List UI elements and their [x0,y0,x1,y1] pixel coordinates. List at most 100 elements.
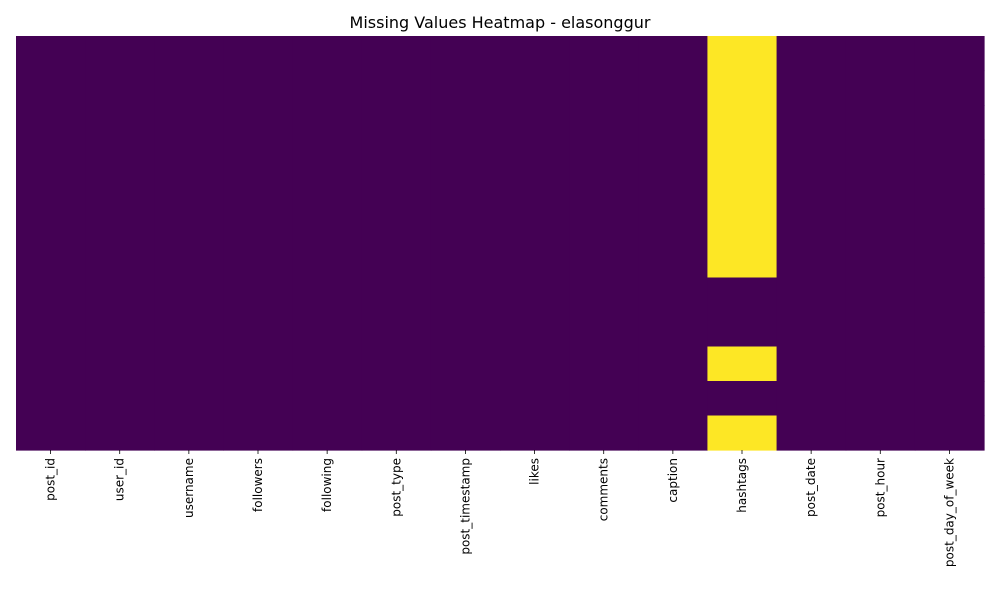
x-tick-label: post_hour [873,458,887,517]
heatmap-cell-r5-post_timestamp [430,208,501,244]
x-tick-label: username [182,458,196,518]
heatmap-cell-r5-comments [569,208,639,244]
heatmap-cell-r7-post_hour [845,277,916,313]
heatmap-cell-r10-post_date [776,381,847,417]
heatmap-cell-r8-followers [223,312,294,348]
heatmap-cell-r5-user_id [85,208,155,244]
heatmap-cell-r5-caption [638,208,709,244]
heatmap-cell-r10-post_id [16,381,86,417]
heatmap-cell-r6-hashtags [707,243,778,279]
heatmap-cell-r2-post_date [776,105,847,141]
heatmap-cell-r9-following [292,346,363,382]
heatmap-cell-r0-post_id [16,36,86,72]
heatmap-cell-r2-post_day_of_week [914,105,985,141]
heatmap-cell-r0-followers [223,36,294,72]
heatmap-cell-r2-caption [638,105,709,141]
x-tick-label: post_id [44,458,58,501]
heatmap-cell-r2-likes [500,105,570,141]
heatmap-cell-r8-post_timestamp [430,312,501,348]
heatmap-cell-r10-post_day_of_week [914,381,985,417]
heatmap-cell-r5-post_date [776,208,847,244]
heatmap-cell-r8-post_day_of_week [914,312,985,348]
heatmap-cell-r0-post_type [361,36,432,72]
heatmap-cell-r4-hashtags [707,174,778,210]
heatmap-cell-r1-comments [569,70,639,106]
heatmap-cell-r4-post_day_of_week [914,174,985,210]
heatmap-cell-r10-post_type [361,381,432,417]
heatmap-cell-r5-post_day_of_week [914,208,985,244]
heatmap-cell-r8-caption [638,312,709,348]
heatmap-cell-r11-following [292,415,363,451]
heatmap-cell-r10-post_hour [845,381,916,417]
heatmap-cell-r5-followers [223,208,294,244]
heatmap-cell-r1-followers [223,70,294,106]
heatmap-cell-r5-following [292,208,363,244]
heatmap-cell-r9-followers [223,346,294,382]
heatmap-cell-r1-post_timestamp [430,70,501,106]
heatmap-cell-r3-post_timestamp [430,139,501,175]
heatmap-cell-r7-following [292,277,363,313]
heatmap-cell-r5-hashtags [707,208,778,244]
heatmap-cell-r9-post_type [361,346,432,382]
heatmap-cell-r1-post_day_of_week [914,70,985,106]
heatmap-cell-r7-comments [569,277,639,313]
heatmap-cell-r10-username [154,381,225,417]
heatmap-cell-r3-post_date [776,139,847,175]
heatmap-cell-r7-likes [500,277,570,313]
heatmap-cell-r9-likes [500,346,570,382]
heatmap-cell-r0-hashtags [707,36,778,72]
heatmap-cell-r1-following [292,70,363,106]
heatmap-cell-r2-following [292,105,363,141]
heatmap-cell-r9-comments [569,346,639,382]
heatmap-cell-r2-comments [569,105,639,141]
heatmap-cell-r5-post_hour [845,208,916,244]
heatmap-cell-r11-likes [500,415,570,451]
heatmap-cell-r11-username [154,415,225,451]
heatmap-cell-r0-post_day_of_week [914,36,985,72]
heatmap-cell-r3-post_hour [845,139,916,175]
heatmap-cell-r1-post_type [361,70,432,106]
heatmap-cell-r3-likes [500,139,570,175]
heatmap-cell-r1-post_hour [845,70,916,106]
heatmap-cell-r3-caption [638,139,709,175]
heatmap-cell-r2-user_id [85,105,155,141]
heatmap-cell-r2-post_type [361,105,432,141]
heatmap-cell-r4-followers [223,174,294,210]
heatmap-cell-r6-user_id [85,243,155,279]
heatmap-cell-r9-username [154,346,225,382]
heatmap-cell-r7-post_timestamp [430,277,501,313]
heatmap-cell-r9-post_id [16,346,86,382]
heatmap-cell-r11-hashtags [707,415,778,451]
heatmap-cell-r4-post_type [361,174,432,210]
heatmap-cell-r11-post_type [361,415,432,451]
heatmap-cell-r1-likes [500,70,570,106]
heatmap-cell-r10-comments [569,381,639,417]
heatmap-cell-r11-followers [223,415,294,451]
heatmap-cell-r8-post_type [361,312,432,348]
heatmap-cell-r3-post_id [16,139,86,175]
heatmap-cell-r3-user_id [85,139,155,175]
chart-title: Missing Values Heatmap - elasonggur [350,13,651,32]
heatmap-cell-r3-username [154,139,225,175]
heatmap-cell-r0-caption [638,36,709,72]
heatmap-cell-r7-post_id [16,277,86,313]
heatmap-cell-r0-post_date [776,36,847,72]
heatmap-cell-r2-hashtags [707,105,778,141]
heatmap-cell-r10-caption [638,381,709,417]
heatmap-cell-r11-post_date [776,415,847,451]
x-tick-label: post_type [389,458,403,517]
heatmap-cell-r7-caption [638,277,709,313]
heatmap-cell-r1-post_id [16,70,86,106]
heatmap-cell-r7-username [154,277,225,313]
heatmap-cell-r7-post_type [361,277,432,313]
x-tick-label: post_day_of_week [942,458,956,567]
heatmap-cell-r6-post_type [361,243,432,279]
heatmap-cell-r5-likes [500,208,570,244]
heatmap-cell-r9-user_id [85,346,155,382]
heatmap-cell-r1-username [154,70,225,106]
heatmap-cell-r6-username [154,243,225,279]
heatmap-cell-r9-hashtags [707,346,778,382]
heatmap-cell-r9-post_hour [845,346,916,382]
heatmap-cell-r7-followers [223,277,294,313]
